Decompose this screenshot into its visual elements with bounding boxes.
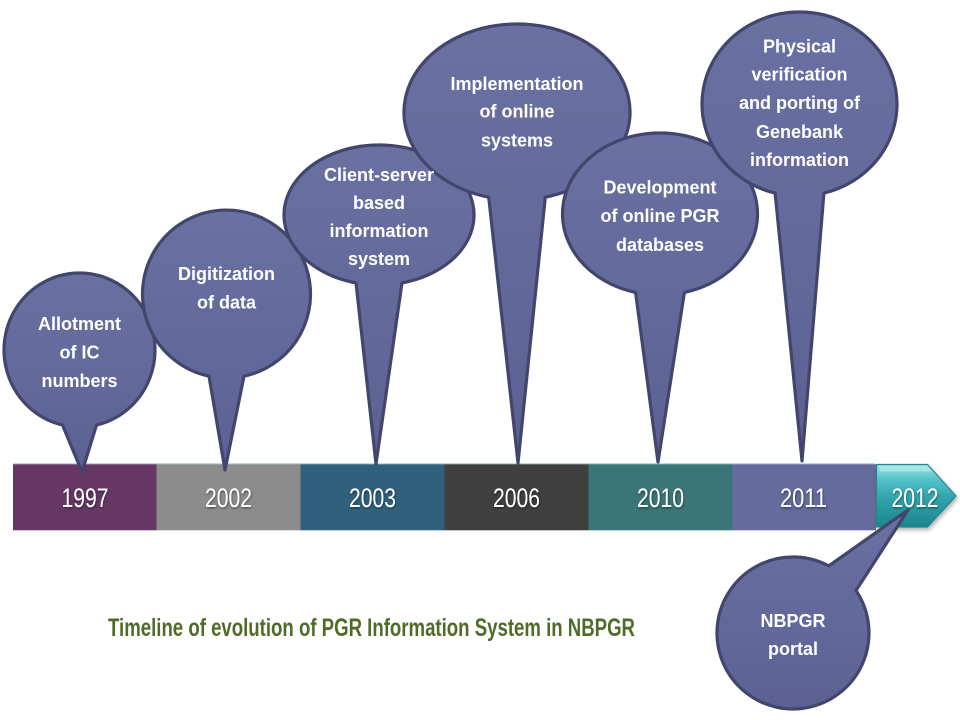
svg-text:information: information [750,150,849,170]
svg-text:NBPGR: NBPGR [760,611,825,631]
svg-text:2006: 2006 [493,483,540,513]
svg-text:Client-server: Client-server [324,165,434,185]
svg-text:2011: 2011 [780,483,827,513]
svg-text:Allotment: Allotment [38,314,121,334]
svg-text:1997: 1997 [62,483,109,513]
svg-text:Development: Development [603,178,716,198]
svg-text:Physical: Physical [763,37,836,57]
svg-text:based: based [353,193,405,213]
svg-text:of online: of online [480,102,555,122]
svg-text:Genebank: Genebank [756,122,844,142]
svg-text:Timeline of evolution of PGR I: Timeline of evolution of PGR Information… [108,614,635,642]
svg-text:Implementation: Implementation [450,74,583,94]
svg-text:2012: 2012 [892,483,939,513]
svg-text:system: system [348,249,410,269]
svg-text:systems: systems [481,131,553,151]
svg-text:Digitization: Digitization [178,264,275,284]
svg-text:and porting of: and porting of [739,93,861,113]
svg-text:2010: 2010 [637,483,684,513]
svg-text:2002: 2002 [205,483,252,513]
svg-text:2003: 2003 [349,483,396,513]
svg-text:of online PGR: of online PGR [601,206,720,226]
svg-text:verification: verification [751,65,847,85]
svg-text:portal: portal [768,639,818,659]
svg-text:of IC: of IC [60,343,100,363]
svg-text:of data: of data [197,293,257,313]
svg-text:databases: databases [616,235,704,255]
svg-text:numbers: numbers [41,371,117,391]
svg-text:information: information [330,221,429,241]
